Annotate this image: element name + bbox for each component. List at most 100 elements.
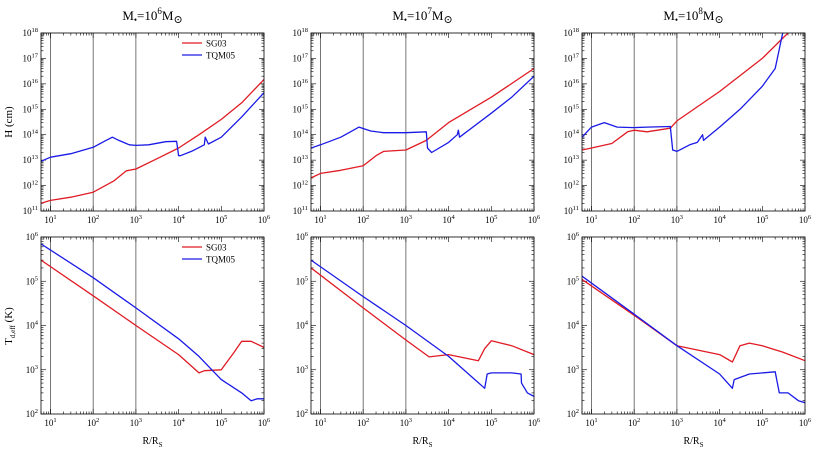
tick-exponent: 2 [576, 408, 579, 415]
tick-base: 10 [485, 215, 495, 225]
y-tick-label: 1016 [564, 78, 580, 89]
y-tick-label: 105 [567, 275, 579, 286]
x-tick-label: 102 [628, 214, 640, 225]
x-tick-label: 101 [314, 417, 326, 428]
title-sun-symbol: ⊙ [714, 14, 723, 26]
title-exponent: 8 [698, 6, 703, 16]
ylabel-temp-sub: d,eff [9, 325, 17, 339]
tick-base: 10 [293, 181, 303, 191]
x-tick-label: 104 [172, 417, 185, 428]
tick-base: 10 [357, 215, 367, 225]
tick-exponent: 6 [537, 214, 541, 221]
x-tick-label: 105 [756, 214, 768, 225]
tick-exponent: 4 [181, 417, 185, 424]
title-bullet: • [134, 15, 137, 25]
y-tick-label: 1013 [23, 154, 39, 165]
tick-exponent: 5 [224, 214, 227, 221]
tick-base: 10 [564, 155, 574, 165]
y-tick-label: 1013 [564, 154, 580, 165]
legend-label-sg03: SG03 [206, 243, 227, 253]
tick-base: 10 [564, 181, 574, 191]
tick-base: 10 [671, 215, 681, 225]
tick-base: 10 [87, 418, 97, 428]
tick-base: 10 [23, 104, 33, 114]
tick-exponent: 6 [35, 231, 39, 238]
series-group [41, 243, 264, 402]
y-tick-label: 1012 [564, 180, 580, 191]
tick-base: 10 [293, 28, 303, 38]
tick-base: 10 [567, 276, 577, 286]
tick-exponent: 5 [224, 417, 227, 424]
tick-exponent: 15 [573, 103, 580, 110]
series-line-tqm05 [582, 275, 805, 404]
y-tick-label: 104 [296, 320, 309, 331]
series-line-sg03 [582, 278, 805, 363]
title-m: M [122, 8, 134, 23]
tick-base: 10 [172, 418, 182, 428]
tick-base: 10 [756, 215, 766, 225]
tick-exponent: 14 [573, 129, 580, 136]
y-tick-label: 1011 [23, 205, 38, 216]
y-tick-label: 1013 [293, 154, 309, 165]
y-tick-label: 102 [567, 408, 579, 419]
x-tick-label: 104 [713, 214, 726, 225]
series-line-tqm05 [582, 33, 784, 153]
tick-base: 10 [671, 418, 681, 428]
plot-frame [310, 236, 535, 415]
tick-exponent: 17 [302, 52, 309, 59]
x-tick-label: 104 [172, 214, 185, 225]
tick-base: 10 [628, 215, 638, 225]
y-tick-label: 1015 [564, 103, 580, 114]
tick-base: 10 [258, 418, 268, 428]
tick-base: 10 [564, 206, 574, 216]
x-tick-label: 105 [485, 214, 497, 225]
tick-base: 10 [485, 418, 495, 428]
tick-exponent: 2 [96, 214, 99, 221]
x-tick-label: 102 [87, 417, 99, 428]
x-tick-label: 103 [671, 417, 683, 428]
x-tick-label: 103 [400, 417, 412, 428]
tick-exponent: 4 [451, 417, 455, 424]
tick-exponent: 11 [573, 205, 579, 212]
tick-base: 10 [799, 418, 809, 428]
series-group [311, 67, 534, 179]
legend-label-tqm05: TQM05 [206, 255, 235, 265]
column-title-3: M•=108M⊙ [663, 6, 723, 26]
y-tick-label: 1011 [564, 205, 579, 216]
tick-base: 10 [23, 181, 33, 191]
x-tick-label: 106 [258, 214, 271, 225]
y-tick-label: 1018 [293, 27, 309, 38]
tick-exponent: 3 [139, 214, 142, 221]
series-group [582, 33, 789, 153]
tick-base: 10 [26, 276, 36, 286]
tick-exponent: 6 [537, 417, 541, 424]
legend-label-sg03: SG03 [206, 39, 227, 49]
xlabel-sub: S [700, 441, 704, 449]
tick-base: 10 [713, 418, 723, 428]
panel-top-middle: 101 102 103 104 105 1061011101210131014101510… [293, 27, 541, 225]
tick-exponent: 3 [409, 417, 412, 424]
xlabel-main: R/R [412, 436, 428, 447]
tick-base: 10 [293, 155, 303, 165]
plot-frame [581, 32, 806, 212]
tick-exponent: 15 [302, 103, 309, 110]
x-tick-label: 103 [400, 214, 412, 225]
x-tick-label: 106 [258, 417, 271, 428]
series-line-tqm05 [41, 92, 264, 162]
xlabel-sub: S [159, 441, 163, 449]
tick-exponent: 14 [32, 129, 39, 136]
y-tick-label: 1017 [564, 52, 580, 63]
y-tick-label: 103 [26, 364, 38, 375]
series-line-tqm05 [311, 75, 534, 154]
tick-base: 10 [567, 365, 577, 375]
tick-base: 10 [258, 215, 268, 225]
x-tick-label: 102 [628, 417, 640, 428]
tick-base: 10 [528, 215, 538, 225]
tick-base: 10 [23, 206, 33, 216]
tick-base: 10 [130, 215, 140, 225]
y-tick-label: 104 [567, 320, 580, 331]
tick-base: 10 [23, 79, 33, 89]
y-tick-label: 1017 [23, 52, 39, 63]
y-tick-label: 102 [26, 408, 38, 419]
